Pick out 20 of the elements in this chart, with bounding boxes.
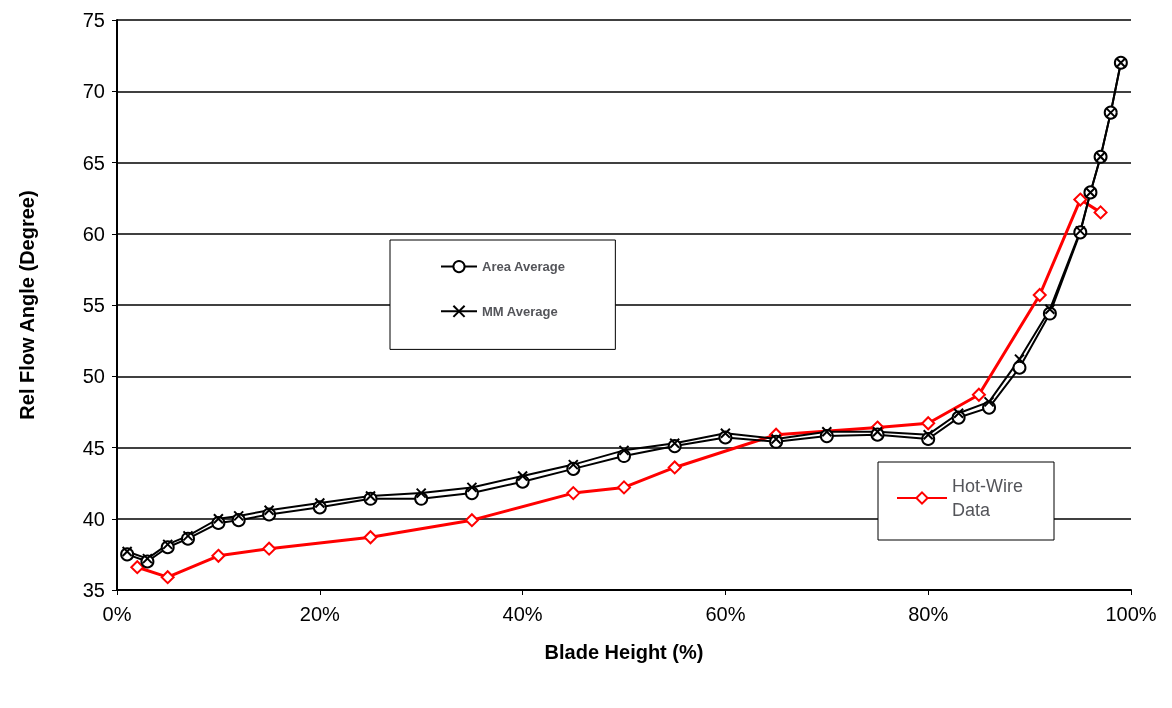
- y-tick-label: 55: [82, 294, 105, 316]
- y-tick-label: 40: [82, 507, 105, 530]
- legend-label: MM Average: [482, 303, 558, 319]
- x-tick-label: 80%: [908, 603, 949, 625]
- x-tick-label: 20%: [299, 603, 341, 625]
- y-tick-label: 75: [82, 9, 105, 31]
- x-tick-label: 40%: [502, 603, 543, 625]
- x-axis-title: Blade Height (%): [544, 641, 704, 663]
- y-axis-title: Rel Flow Angle (Degree): [16, 190, 38, 420]
- y-tick-label: 35: [82, 579, 105, 601]
- y-tick-label: 60: [82, 222, 105, 245]
- y-tick-label: 45: [82, 436, 105, 459]
- y-tick-label: 65: [82, 151, 105, 174]
- y-tick-label: 70: [82, 80, 105, 103]
- legend-label: Area Average: [482, 259, 565, 275]
- x-tick-label: 60%: [705, 603, 746, 625]
- legend-label: Hot-Wire Data: [952, 476, 1023, 520]
- y-tick-label: 50: [82, 365, 105, 388]
- x-tick-label: 100%: [1105, 603, 1157, 625]
- x-tick-label: 0%: [102, 603, 132, 625]
